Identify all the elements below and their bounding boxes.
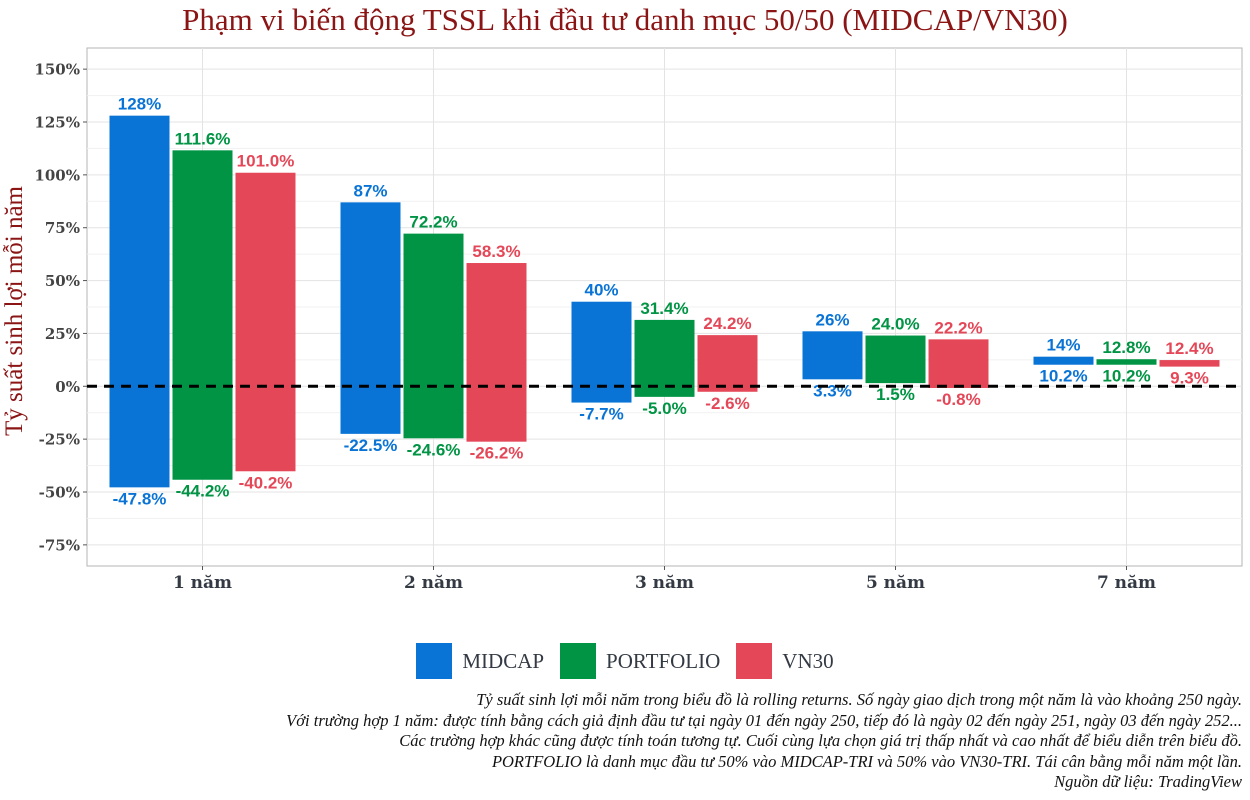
legend-swatch-midcap xyxy=(416,643,453,679)
legend-item-portfolio: PORTFOLIO xyxy=(560,643,720,679)
x-tick-label: 1 năm xyxy=(173,573,232,593)
data-label-high: 40% xyxy=(584,281,618,300)
footnotes: Tỷ suất sinh lợi mỗi năm trong biểu đồ l… xyxy=(286,690,1242,793)
data-label-low: 1.5% xyxy=(876,385,915,404)
data-label-low: -0.8% xyxy=(936,390,980,409)
data-label-high: 72.2% xyxy=(409,213,457,232)
y-tick-label: 125% xyxy=(34,114,80,132)
data-label-low: -26.2% xyxy=(470,444,524,463)
x-tick-label: 7 năm xyxy=(1097,573,1156,593)
legend: MIDCAP PORTFOLIO VN30 xyxy=(0,643,1250,679)
footnote-line: PORTFOLIO là danh mục đầu tư 50% vào MID… xyxy=(491,751,1242,771)
y-tick-label: 0% xyxy=(55,378,80,396)
data-label-low: -22.5% xyxy=(344,436,398,455)
data-label-low: -24.6% xyxy=(407,440,461,459)
range-bar-portfolio xyxy=(634,319,695,397)
footnote-line: Các trường hợp khác cũng được tính toán … xyxy=(399,731,1242,750)
data-label-high: 14% xyxy=(1046,336,1080,355)
range-bar-midcap xyxy=(340,202,401,434)
legend-item-midcap: MIDCAP xyxy=(416,643,544,679)
range-bar-portfolio xyxy=(865,335,926,384)
data-label-low: 3.3% xyxy=(813,381,852,400)
y-tick-label: 100% xyxy=(34,166,80,184)
footnote-line: Với trường hợp 1 năm: được tính bằng các… xyxy=(286,710,1242,730)
data-label-low: -44.2% xyxy=(176,482,230,501)
y-tick-label: -75% xyxy=(39,536,80,554)
range-bar-midcap xyxy=(802,331,863,380)
data-label-high: 87% xyxy=(353,181,387,200)
data-label-high: 31.4% xyxy=(640,299,688,318)
legend-swatch-portfolio xyxy=(560,643,597,679)
legend-item-vn30: VN30 xyxy=(736,643,834,679)
footnote-source: Nguồn dữ liệu: TradingView xyxy=(1054,772,1242,791)
x-tick-label: 5 năm xyxy=(866,573,925,593)
y-tick-label: 50% xyxy=(45,272,80,290)
legend-swatch-vn30 xyxy=(736,643,773,679)
data-label-high: 26% xyxy=(815,310,849,329)
range-bar-portfolio xyxy=(172,150,233,480)
y-tick-label: -25% xyxy=(39,431,80,449)
data-label-low: -2.6% xyxy=(705,394,749,413)
legend-label-vn30: VN30 xyxy=(782,648,834,673)
data-label-low: -40.2% xyxy=(239,473,293,492)
legend-label-portfolio: PORTFOLIO xyxy=(606,648,721,673)
data-label-high: 12.8% xyxy=(1102,338,1150,357)
range-bar-vn30 xyxy=(697,335,758,392)
range-bar-midcap xyxy=(1033,356,1094,365)
y-tick-label: 25% xyxy=(45,325,80,343)
data-label-high: 22.2% xyxy=(934,318,982,337)
data-label-high: 101.0% xyxy=(237,152,295,171)
data-label-low: -47.8% xyxy=(113,489,167,508)
footnote-line: Tỷ suất sinh lợi mỗi năm trong biểu đồ l… xyxy=(476,690,1242,709)
data-label-high: 58.3% xyxy=(472,242,520,261)
data-label-high: 24.0% xyxy=(871,315,919,334)
legend-label-midcap: MIDCAP xyxy=(462,648,545,673)
y-tick-label: -50% xyxy=(39,484,80,502)
chart-title: Phạm vi biến động TSSL khi đầu tư danh m… xyxy=(182,2,1068,37)
data-label-high: 111.6% xyxy=(175,129,231,148)
data-label-high: 12.4% xyxy=(1165,339,1213,358)
data-label-low: 10.2% xyxy=(1102,367,1150,386)
range-bar-midcap xyxy=(109,115,170,488)
chart-plot: 150% 125% 100% 75% 50% 25% 0% -25% -50% -75% 128% -… xyxy=(34,47,1243,593)
range-bar-vn30 xyxy=(466,263,527,442)
range-bar-portfolio xyxy=(1096,359,1157,365)
y-tick-label: 150% xyxy=(34,61,80,79)
data-label-low: 10.2% xyxy=(1039,367,1087,386)
range-bar-vn30 xyxy=(235,172,296,472)
data-label-high: 24.2% xyxy=(703,314,751,333)
x-tick-label: 3 năm xyxy=(635,573,694,593)
x-tick-label: 2 năm xyxy=(404,573,463,593)
data-label-low: -5.0% xyxy=(642,399,686,418)
range-bar-vn30 xyxy=(928,339,989,388)
range-bar-portfolio xyxy=(403,233,464,439)
range-bar-vn30 xyxy=(1159,360,1220,367)
y-tick-label: 75% xyxy=(45,219,80,237)
data-label-low: 9.3% xyxy=(1170,369,1209,388)
data-label-high: 128% xyxy=(118,95,161,114)
data-label-low: -7.7% xyxy=(579,405,623,424)
